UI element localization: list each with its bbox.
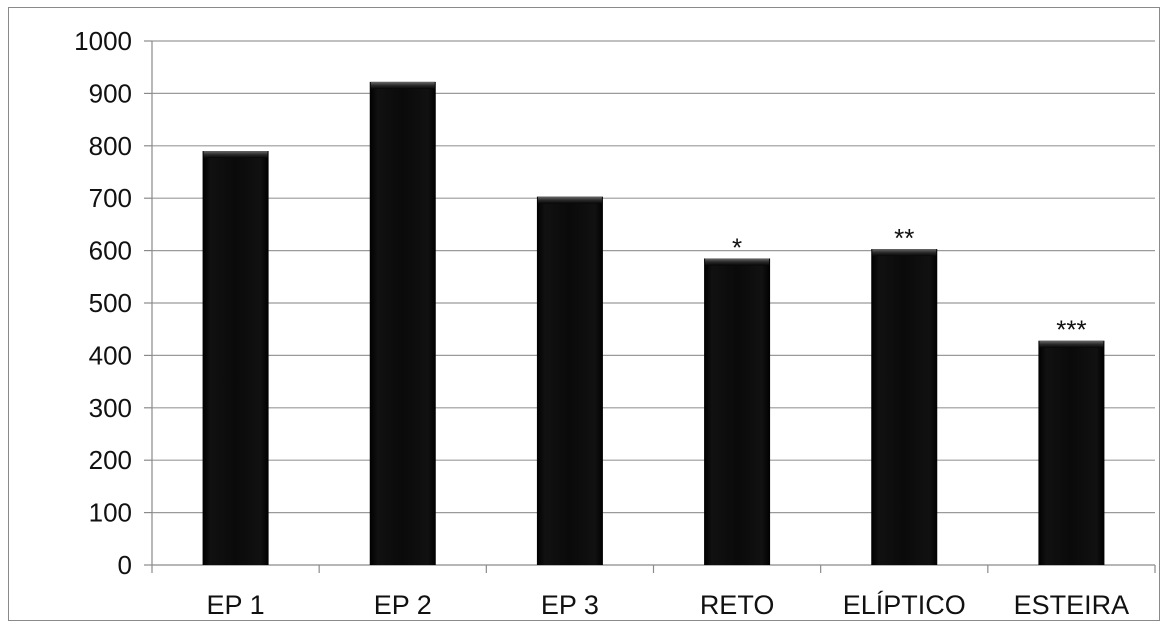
y-tick-label: 500 bbox=[89, 288, 132, 318]
y-tick-label: 900 bbox=[89, 78, 132, 108]
bar bbox=[704, 258, 771, 565]
bars bbox=[202, 81, 1105, 566]
significance-marker: *** bbox=[1056, 315, 1086, 345]
bar bbox=[871, 249, 938, 565]
bar bbox=[369, 81, 436, 565]
y-tick-label: 600 bbox=[89, 236, 132, 266]
bar bbox=[536, 196, 603, 566]
bar-cap bbox=[1039, 340, 1104, 348]
bar bbox=[1038, 340, 1105, 565]
x-tick-label: EP 3 bbox=[541, 590, 599, 620]
y-tick-label: 0 bbox=[118, 550, 132, 580]
x-tick-label: RETO bbox=[700, 590, 775, 620]
significance-marker: ** bbox=[894, 223, 914, 253]
x-tick-label: ESTEIRA bbox=[1014, 590, 1130, 620]
bar-cap bbox=[872, 249, 937, 257]
y-tick-label: 400 bbox=[89, 340, 132, 370]
bar-cap bbox=[370, 81, 435, 89]
y-tick-label: 100 bbox=[89, 498, 132, 528]
y-tick-label: 300 bbox=[89, 393, 132, 423]
axes bbox=[144, 40, 1156, 573]
y-tick-label: 800 bbox=[89, 131, 132, 161]
bar-cap bbox=[537, 196, 602, 204]
bar-cap bbox=[705, 258, 770, 266]
x-tick-label: ELÍPTICO bbox=[843, 590, 966, 620]
labels: 0 100 200 300 400 500 600 700 800 900 1000 EP 1 EP 2… bbox=[74, 26, 1129, 620]
x-tick-label: EP 2 bbox=[374, 590, 432, 620]
bar-cap bbox=[203, 151, 268, 159]
bar bbox=[202, 151, 269, 566]
y-tick-label: 700 bbox=[89, 183, 132, 213]
y-tick-label: 1000 bbox=[74, 26, 132, 56]
significance-marker: * bbox=[732, 232, 742, 262]
x-tick-label: EP 1 bbox=[207, 590, 265, 620]
gridlines bbox=[152, 40, 1155, 514]
y-tick-label: 200 bbox=[89, 445, 132, 475]
